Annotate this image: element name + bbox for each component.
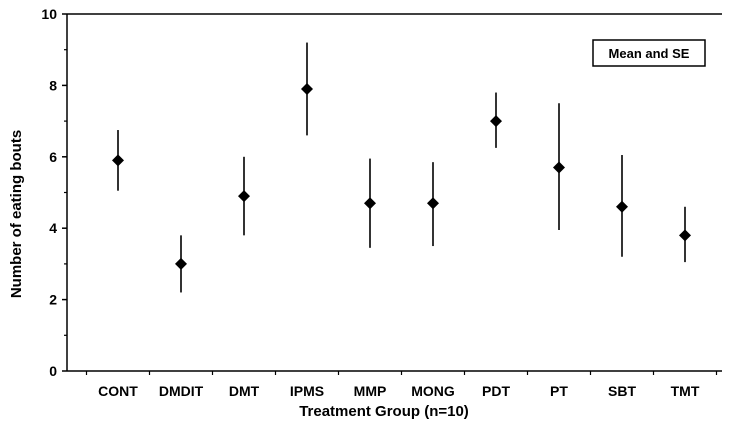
x-tick-label: SBT [608, 383, 636, 399]
x-tick-label: MMP [354, 383, 387, 399]
x-tick-label: IPMS [290, 383, 324, 399]
data-point-marker [553, 161, 565, 174]
y-tick-label: 4 [49, 220, 57, 236]
data-markers [112, 82, 691, 270]
data-point-marker [616, 200, 628, 213]
x-tick-label: CONT [98, 383, 138, 399]
data-point-marker [490, 115, 502, 128]
y-axis-title: Number of eating bouts [8, 130, 25, 298]
x-tick-label: TMT [671, 383, 700, 399]
data-point-marker [175, 257, 187, 270]
y-tick-label: 10 [41, 6, 57, 22]
y-axis: 0 2 4 6 8 10 [41, 6, 67, 379]
y-tick-label: 0 [49, 363, 57, 379]
y-tick-label: 6 [49, 149, 57, 165]
data-point-marker [112, 154, 124, 167]
data-point-marker [238, 190, 250, 203]
data-point-marker [679, 229, 691, 242]
legend-label: Mean and SE [609, 46, 690, 61]
data-point-marker [427, 197, 439, 210]
legend-box [592, 39, 706, 67]
plot-frame [66, 13, 722, 372]
x-tick-label: DMT [229, 383, 260, 399]
x-tick-label: PDT [482, 383, 510, 399]
x-tick-label: MONG [411, 383, 455, 399]
legend: Mean and SE [592, 39, 706, 67]
y-tick-label: 8 [49, 77, 57, 93]
x-tick-label: PT [550, 383, 568, 399]
data-point-marker [364, 197, 376, 210]
x-axis-title: Treatment Group (n=10) [299, 403, 469, 420]
y-tick-label: 2 [49, 292, 57, 308]
x-tick-label: DMDIT [159, 383, 204, 399]
error-bars [117, 42, 686, 293]
x-axis: CONT DMDIT DMT IPMS MMP MONG PDT PT SBT TMT [85, 371, 718, 399]
data-point-marker [301, 82, 313, 95]
